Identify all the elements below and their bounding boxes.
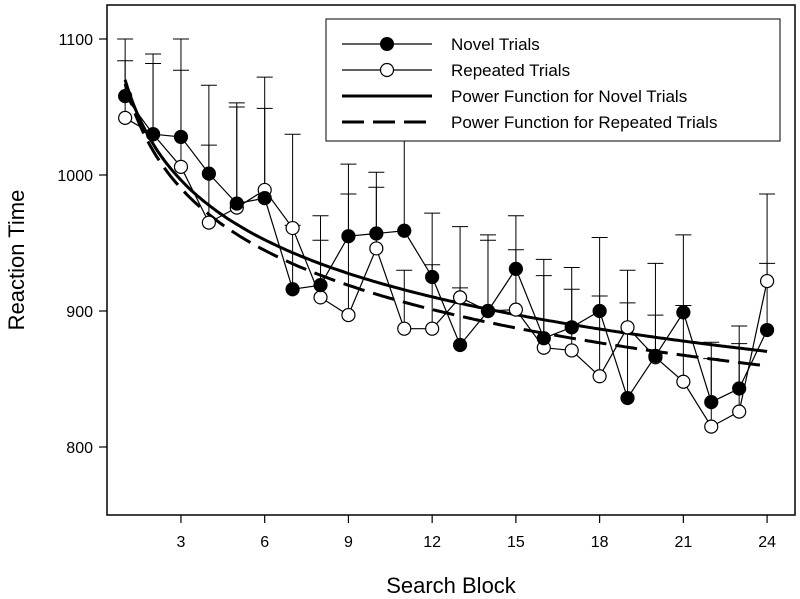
novel-data-point <box>341 229 356 244</box>
novel-data-point <box>508 261 523 276</box>
repeated-data-point <box>452 290 468 305</box>
novel-data-point <box>285 282 300 297</box>
y-axis-title: Reaction Time <box>4 190 29 331</box>
y-tick-label: 1000 <box>57 168 93 185</box>
repeated-data-point <box>592 369 607 384</box>
novel-data-point <box>145 127 161 142</box>
x-tick-label: 9 <box>344 534 353 551</box>
novel-data-point <box>620 390 635 406</box>
novel-data-point <box>425 269 440 285</box>
novel-data-point <box>648 348 663 363</box>
repeated-data-point <box>676 374 691 389</box>
plot-frame <box>106 4 796 516</box>
legend-label-repeated: Repeated Trials <box>451 61 570 80</box>
repeated-data-point <box>704 419 719 434</box>
novel-data-point <box>592 303 607 319</box>
repeated-data-point <box>285 220 300 236</box>
novel-data-point <box>397 223 412 238</box>
repeated-data-point <box>732 404 747 419</box>
novel-series-line <box>124 95 768 403</box>
repeated-data-point <box>564 343 579 358</box>
y-tick-label: 800 <box>66 440 93 457</box>
legend-box <box>325 18 781 142</box>
novel-data-point <box>313 278 328 293</box>
novel-data-point <box>229 196 244 211</box>
legend-label-novel-fit: Power Function for Novel Trials <box>451 87 687 106</box>
repeated-data-point <box>313 290 328 305</box>
x-tick-label: 15 <box>507 534 525 551</box>
x-tick-label: 24 <box>758 534 776 551</box>
novel-data-point <box>536 331 551 346</box>
novel-data-point <box>704 395 719 410</box>
repeated-data-point <box>173 159 189 174</box>
x-tick-label: 21 <box>674 534 692 551</box>
repeated-series-line <box>124 117 768 428</box>
x-tick-label: 18 <box>591 534 609 551</box>
y-tick-label: 900 <box>66 304 93 321</box>
novel-data-point <box>118 89 133 104</box>
repeated-data-point <box>508 302 523 317</box>
novel-data-point <box>759 322 775 338</box>
novel-power-fit-line <box>123 79 768 353</box>
repeated-data-point <box>118 110 133 125</box>
novel-data-point <box>257 191 272 206</box>
x-tick-label: 12 <box>423 534 441 551</box>
legend: Novel Trials Repeated Trials Power Funct… <box>325 18 781 142</box>
legend-swatch-novel-marker <box>380 37 394 51</box>
novel-data-point <box>732 381 747 396</box>
novel-data-point <box>369 226 384 241</box>
legend-label-repeated-fit: Power Function for Repeated Trials <box>451 113 717 132</box>
repeated-data-point <box>759 273 775 289</box>
legend-label-novel: Novel Trials <box>451 35 540 54</box>
novel-data-point <box>201 166 216 181</box>
novel-data-point <box>480 303 496 319</box>
repeated-data-point <box>397 321 412 336</box>
repeated-data-point <box>369 241 384 256</box>
novel-data-point <box>452 337 468 353</box>
novel-data-point <box>564 320 579 335</box>
repeated-data-point <box>201 215 216 230</box>
x-axis-title: Search Block <box>386 573 517 598</box>
x-tick-label: 3 <box>177 534 186 551</box>
y-tick-label: 1100 <box>59 32 94 49</box>
repeated-data-point <box>341 307 356 323</box>
novel-data-point <box>173 129 189 145</box>
repeated-data-point <box>425 321 440 336</box>
x-tick-label: 6 <box>260 534 269 551</box>
novel-data-point <box>676 305 691 320</box>
legend-swatch-repeated-marker <box>379 62 395 78</box>
repeated-data-point <box>620 320 635 335</box>
